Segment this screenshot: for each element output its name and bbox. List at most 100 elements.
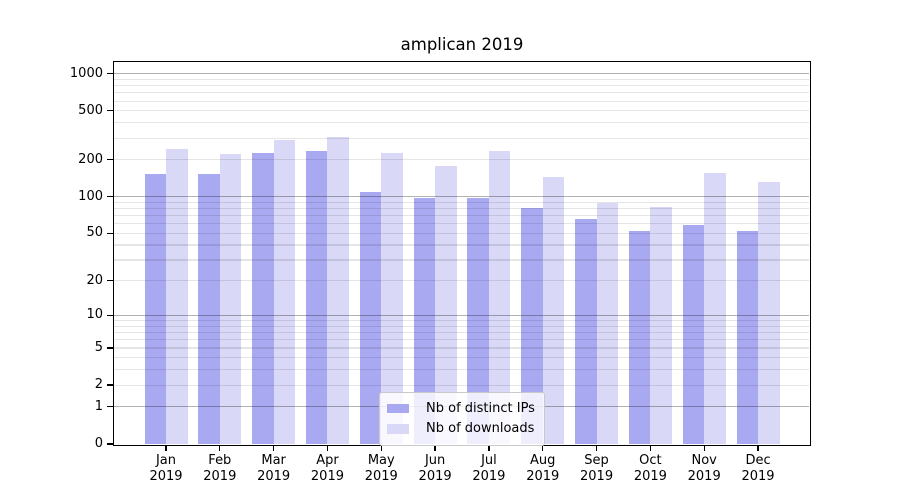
gridline-minor-7	[114, 332, 809, 334]
y-tick-mark-0	[107, 443, 113, 445]
x-tick-mark-sep	[595, 445, 598, 451]
gridline-minor-900	[114, 78, 809, 80]
x-tick-year: 2019	[526, 468, 560, 484]
x-tick-mark-jan	[165, 445, 167, 451]
grid-layer	[114, 62, 809, 444]
x-tick-mark-dec	[757, 445, 759, 451]
y-tick-mark-20	[107, 280, 113, 282]
x-tick-month: Mar	[261, 453, 286, 468]
gridline-minor-3	[114, 369, 809, 371]
x-tick-month: Aug	[530, 453, 556, 468]
bar-downloads-dec	[758, 182, 780, 444]
x-tick-mark-oct	[649, 445, 652, 451]
bar-downloads-oct	[650, 206, 672, 444]
x-tick-mark-aug	[542, 445, 544, 451]
y-tick-label-5: 5	[94, 339, 103, 355]
bar-downloads-apr	[327, 136, 349, 444]
bar-distinct-ips-may	[359, 191, 382, 444]
chart-title: amplican 2019	[400, 35, 524, 54]
legend-item-distinct-ips: Nb of distinct IPs	[387, 398, 535, 419]
gridline-major-10	[114, 314, 809, 317]
bar-downloads-jun	[435, 166, 457, 444]
x-tick-year: 2019	[149, 468, 183, 484]
x-tick-month: Dec	[745, 453, 771, 468]
x-tick-mark-mar	[272, 445, 275, 451]
bar-downloads-nov	[704, 173, 726, 444]
gridline-minor-4	[114, 357, 809, 359]
x-tick-mark-jul	[488, 445, 490, 451]
bar-downloads-sep	[596, 203, 619, 444]
y-tick-label-200: 200	[78, 151, 103, 167]
legend-swatch-downloads	[387, 424, 409, 434]
x-tick-label-oct: Oct 2019	[620, 453, 680, 484]
x-tick-month: May	[367, 453, 395, 468]
gridline-minor-90	[114, 201, 809, 203]
gridline-minor-30	[114, 259, 809, 261]
legend-label-distinct-ips: Nb of distinct IPs	[426, 400, 535, 416]
y-tick-label-2: 2	[94, 377, 103, 393]
legend-label-downloads: Nb of downloads	[426, 421, 535, 437]
bar-downloads-may	[381, 152, 403, 444]
x-tick-month: Jan	[155, 453, 177, 468]
y-tick-mark-1	[107, 406, 113, 408]
bar-distinct-ips-mar	[252, 153, 274, 444]
gridline-minor-60	[114, 223, 809, 225]
x-tick-year: 2019	[310, 468, 344, 484]
bar-downloads-feb	[219, 154, 242, 444]
y-tick-mark-1000	[107, 73, 113, 75]
bar-distinct-ips-nov	[682, 224, 705, 444]
x-tick-mark-nov	[703, 445, 705, 451]
gridline-minor-200	[114, 159, 809, 161]
y-tick-mark-10	[107, 314, 113, 317]
bar-distinct-ips-apr	[305, 151, 328, 444]
y-tick-mark-5	[107, 347, 113, 349]
bar-downloads-mar	[273, 139, 296, 444]
x-tick-year: 2019	[418, 468, 452, 484]
y-tick-mark-100	[107, 196, 113, 198]
x-tick-mark-feb	[219, 445, 221, 451]
x-tick-year: 2019	[741, 468, 775, 484]
bar-distinct-ips-aug	[521, 208, 543, 444]
x-tick-label-jan: Jan 2019	[136, 453, 196, 484]
bar-distinct-ips-jun	[413, 197, 436, 444]
x-tick-year: 2019	[633, 468, 667, 484]
x-tick-mark-apr	[326, 445, 329, 451]
x-tick-year: 2019	[472, 468, 506, 484]
x-tick-month: Apr	[316, 453, 339, 468]
y-tick-label-100: 100	[78, 188, 103, 204]
x-tick-mark-jun	[434, 445, 436, 451]
y-tick-label-1000: 1000	[69, 65, 103, 81]
x-tick-label-may: May 2019	[351, 453, 411, 484]
bar-downloads-aug	[542, 176, 565, 444]
bar-downloads-jul	[488, 151, 511, 444]
gridline-minor-600	[114, 100, 809, 102]
x-tick-label-jun: Jun 2019	[405, 453, 465, 484]
x-tick-label-nov: Nov 2019	[674, 453, 734, 484]
x-tick-month: Oct	[639, 453, 662, 468]
x-tick-month: Jun	[424, 453, 446, 468]
x-tick-month: Sep	[584, 453, 609, 468]
gridline-minor-6	[114, 339, 809, 341]
x-tick-label-dec: Dec 2019	[728, 453, 788, 484]
y-tick-mark-500	[107, 110, 113, 112]
x-tick-label-mar: Mar 2019	[244, 453, 304, 484]
gridline-major-100	[114, 196, 809, 198]
gridline-major-1000	[114, 73, 809, 75]
x-tick-label-sep: Sep 2019	[567, 453, 627, 484]
x-tick-year: 2019	[580, 468, 614, 484]
gridline-minor-50	[114, 232, 809, 234]
x-tick-label-jul: Jul 2019	[459, 453, 519, 484]
y-tick-label-10: 10	[86, 307, 103, 323]
gridline-minor-800	[114, 85, 809, 87]
x-tick-year: 2019	[687, 468, 721, 484]
gridline-minor-80	[114, 207, 809, 210]
bars-layer	[114, 62, 809, 444]
gridline-minor-500	[114, 110, 809, 112]
bar-distinct-ips-feb	[198, 174, 220, 444]
x-tick-label-feb: Feb 2019	[190, 453, 250, 484]
bar-distinct-ips-jul	[467, 197, 489, 444]
gridline-minor-2	[114, 384, 809, 386]
x-tick-label-apr: Apr 2019	[297, 453, 357, 484]
gridline-minor-300	[114, 137, 809, 139]
